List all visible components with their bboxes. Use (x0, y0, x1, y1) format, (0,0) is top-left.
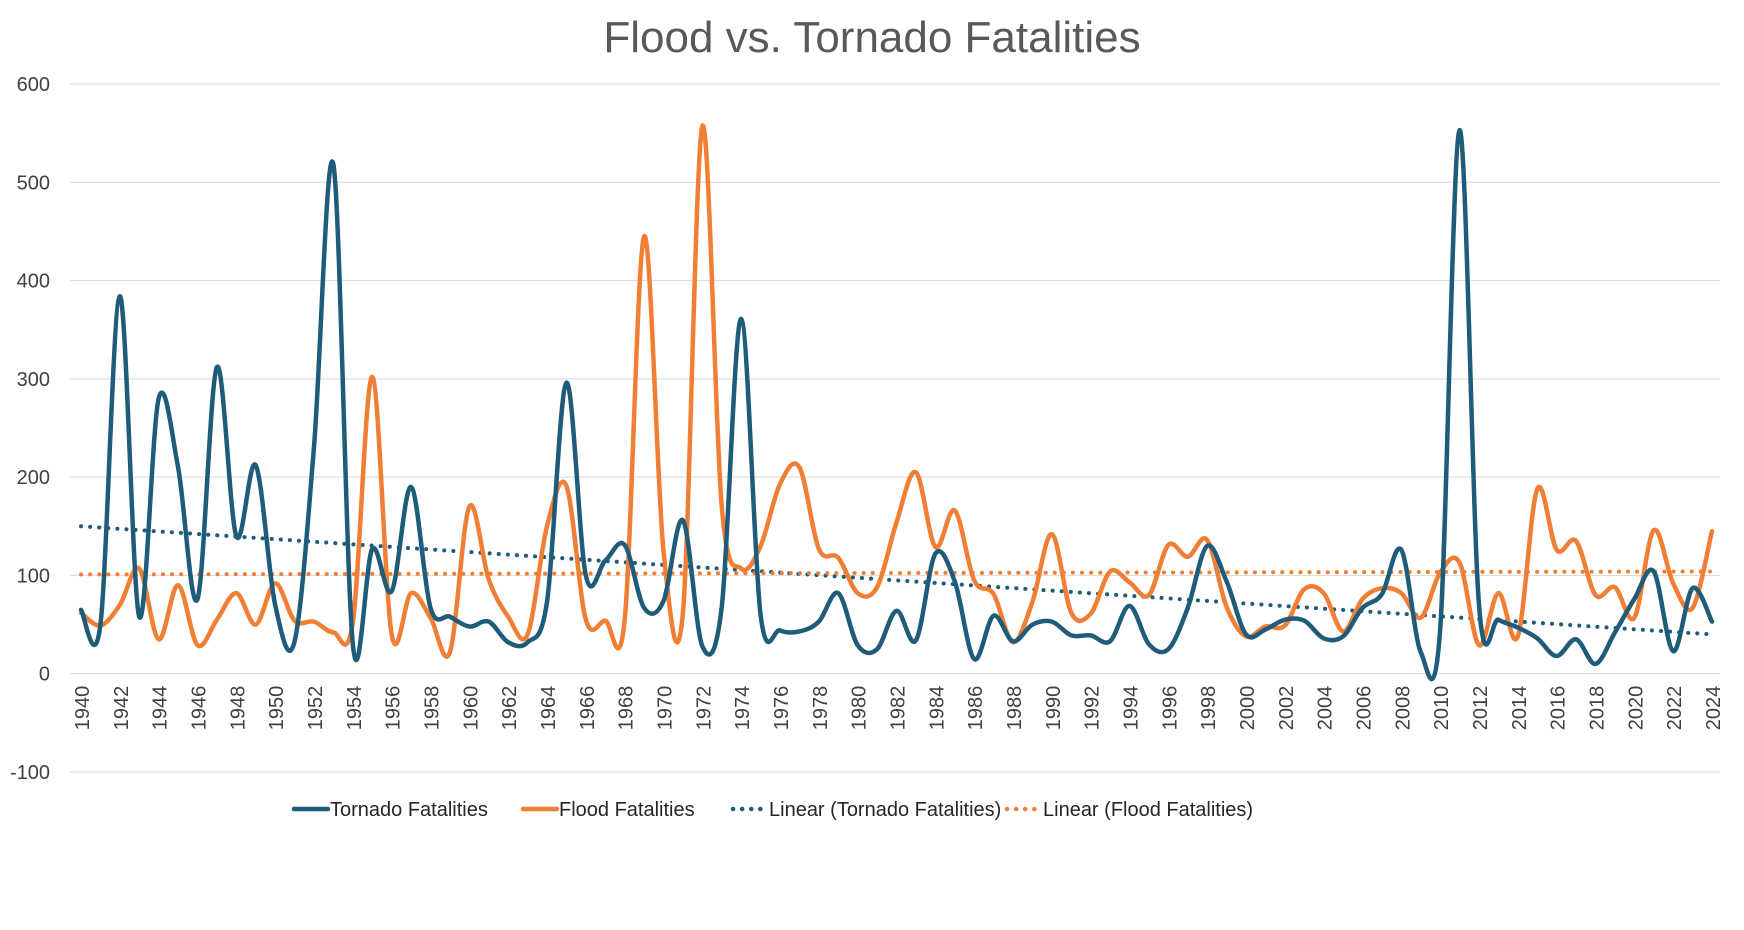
legend-item-linear-flood-fatalities: Linear (Flood Fatalities) (1004, 799, 1253, 821)
x-tick-label: 1978 (810, 686, 832, 731)
x-tick-label: 1968 (616, 686, 638, 731)
legend-label: Tornado Fatalities (330, 799, 488, 821)
series-line-linear-tornado-fatalities (79, 524, 1714, 637)
x-tick-label: 1996 (1159, 686, 1181, 731)
series-line-tornado-fatalities (78, 127, 1715, 682)
x-tick-label: 1946 (189, 686, 211, 731)
x-tick-label: 1970 (655, 686, 677, 731)
legend-item-linear-tornado-fatalities: Linear (Tornado Fatalities) (730, 799, 1001, 821)
y-tick-label: 100 (17, 565, 50, 587)
x-tick-label: 1976 (771, 686, 793, 731)
plot-area (78, 123, 1715, 682)
x-tick-label: 1990 (1043, 686, 1065, 731)
x-tick-label: 2020 (1625, 686, 1647, 731)
y-axis: -100 0 100 200 300 400 500 600 (10, 74, 50, 784)
x-tick-label: 2022 (1664, 686, 1686, 731)
x-tick-label: 1966 (577, 686, 599, 731)
x-tick-label: 1950 (266, 686, 288, 731)
y-tick-label: 200 (17, 467, 50, 489)
legend-item-flood-fatalities: Flood Fatalities (520, 799, 695, 821)
chart-title: Flood vs. Tornado Fatalities (603, 13, 1140, 62)
x-tick-label: 2004 (1315, 686, 1337, 731)
x-tick-label: 1984 (926, 686, 948, 731)
x-tick-label: 1980 (849, 686, 871, 731)
x-tick-label: 1986 (965, 686, 987, 731)
legend-item-tornado-fatalities: Tornado Fatalities (291, 799, 488, 821)
x-tick-label: 1956 (383, 686, 405, 731)
legend-label: Flood Fatalities (559, 799, 695, 821)
x-tick-label: 1974 (732, 686, 754, 731)
series-line-linear-flood-fatalities (79, 569, 1714, 577)
series-line-flood-fatalities (78, 123, 1715, 659)
x-tick-label: 2024 (1703, 686, 1725, 731)
x-tick-label: 2010 (1431, 686, 1453, 731)
y-tick-label: 300 (17, 369, 50, 391)
x-tick-label: 2014 (1509, 686, 1531, 731)
legend: Tornado Fatalities Flood Fatalities Linear… (291, 799, 1253, 821)
x-tick-label: 1962 (499, 686, 521, 731)
x-tick-label: 1954 (344, 686, 366, 731)
x-tick-label: 1940 (72, 686, 94, 731)
x-axis: 1940 1942 1944 1946 1948 1950 1952 1954 1956 1958… (72, 686, 1725, 731)
x-tick-label: 1944 (150, 686, 172, 731)
x-tick-label: 1982 (888, 686, 910, 731)
x-tick-label: 1952 (305, 686, 327, 731)
y-tick-label: 0 (39, 664, 50, 686)
x-tick-label: 2008 (1392, 686, 1414, 731)
y-tick-label: 500 (17, 172, 50, 194)
x-tick-label: 2006 (1354, 686, 1376, 731)
legend-label: Linear (Tornado Fatalities) (769, 799, 1001, 821)
x-tick-label: 2018 (1587, 686, 1609, 731)
x-tick-label: 1992 (1082, 686, 1104, 731)
x-tick-label: 2002 (1276, 686, 1298, 731)
x-tick-label: 1972 (693, 686, 715, 731)
y-tick-label: -100 (10, 762, 50, 784)
x-tick-label: 1960 (460, 686, 482, 731)
x-tick-label: 2012 (1470, 686, 1492, 731)
x-tick-label: 1988 (1004, 686, 1026, 731)
x-tick-label: 2016 (1548, 686, 1570, 731)
legend-label: Linear (Flood Fatalities) (1043, 799, 1253, 821)
x-tick-label: 1994 (1121, 686, 1143, 731)
x-tick-label: 1942 (111, 686, 133, 731)
x-tick-label: 2000 (1237, 686, 1259, 731)
y-tick-label: 400 (17, 271, 50, 293)
x-tick-label: 1948 (227, 686, 249, 731)
x-tick-label: 1958 (422, 686, 444, 731)
y-tick-label: 600 (17, 74, 50, 96)
x-tick-label: 1964 (538, 686, 560, 731)
x-tick-label: 1998 (1198, 686, 1220, 731)
